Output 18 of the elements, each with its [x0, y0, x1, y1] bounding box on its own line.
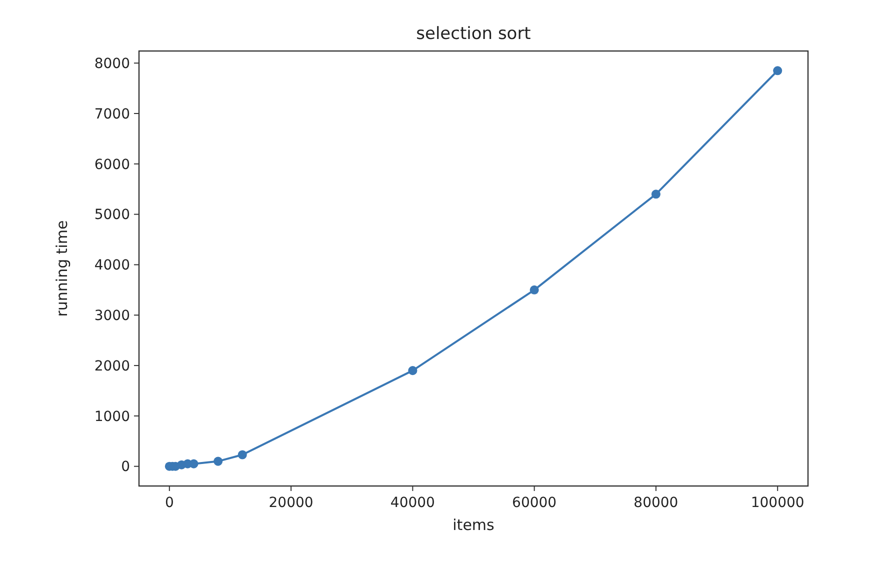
x-tick-label: 100000: [750, 495, 804, 511]
x-axis-title: items: [452, 516, 495, 534]
y-tick-label: 3000: [94, 308, 130, 324]
y-tick-label: 4000: [94, 258, 130, 274]
chart-title: selection sort: [416, 24, 532, 44]
y-tick-label: 1000: [94, 408, 130, 425]
y-tick-label: 0: [121, 459, 130, 476]
x-tick-label: 0: [164, 495, 174, 511]
y-tick-label: 8000: [94, 56, 130, 72]
y-axis-title: running time: [53, 220, 71, 317]
y-tick-label: 2000: [94, 358, 130, 374]
x-tick-label: 40000: [390, 495, 435, 511]
y-tick-label: 5000: [94, 207, 130, 224]
x-tick-label: 60000: [512, 495, 557, 511]
y-tick-label: 7000: [94, 106, 130, 122]
x-tick-label: 80000: [634, 495, 678, 511]
x-tick-label: 20000: [268, 495, 314, 511]
y-tick-label: 6000: [94, 156, 130, 173]
